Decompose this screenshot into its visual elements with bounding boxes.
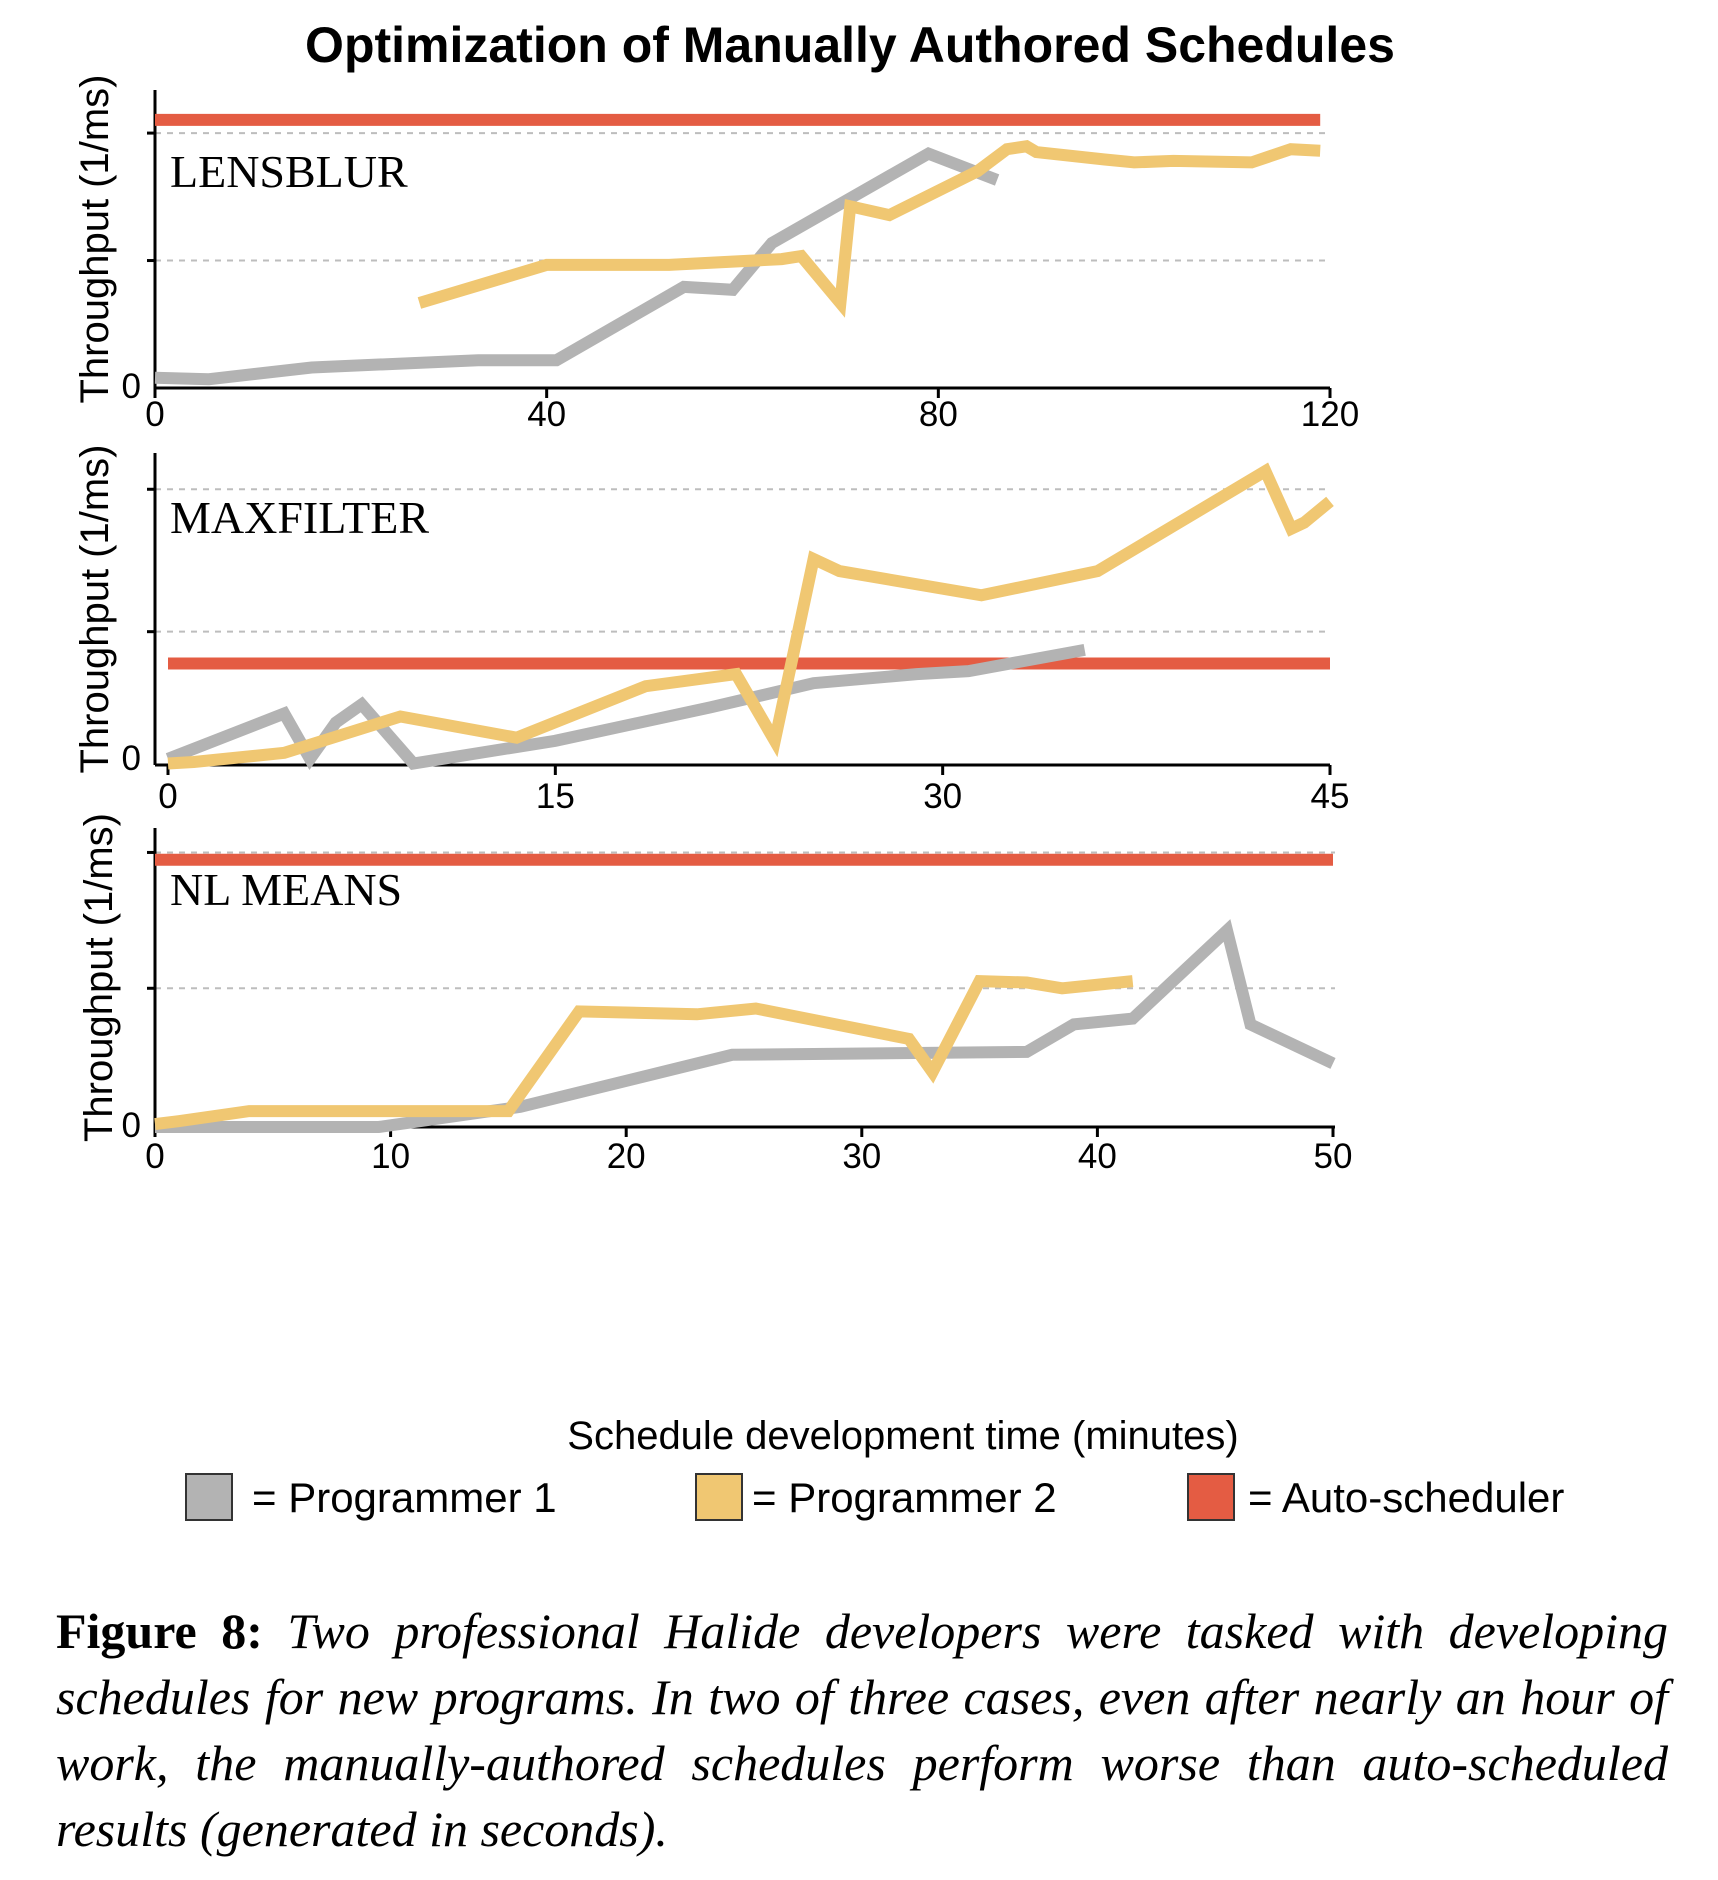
x-tick-label: 45 xyxy=(1311,777,1350,816)
y-axis-label: Throughput (1/ms) xyxy=(73,74,117,403)
x-tick-label: 30 xyxy=(923,777,962,816)
y-tick-label: 0 xyxy=(122,1106,141,1145)
series-line-programmer-1 xyxy=(155,919,1336,1133)
x-tick-label: 50 xyxy=(1314,1137,1353,1176)
figure-caption: Figure 8: Two professional Halide develo… xyxy=(56,1598,1668,1862)
y-axis-label: Throughput (1/ms) xyxy=(77,813,121,1142)
x-tick-label: 20 xyxy=(607,1137,646,1176)
x-tick-label: 0 xyxy=(145,1137,164,1176)
legend-swatch-programmer-2 xyxy=(695,1473,743,1521)
chart-title: Optimization of Manually Authored Schedu… xyxy=(305,17,1395,73)
legend-swatch-programmer-1 xyxy=(185,1473,233,1521)
x-tick-label: 120 xyxy=(1301,395,1359,434)
legend-label-programmer-2: = Programmer 2 xyxy=(752,1474,1057,1521)
y-tick-label: 0 xyxy=(122,367,141,406)
legend-label-auto-scheduler: = Auto-scheduler xyxy=(1248,1474,1564,1521)
panel-label: NL MEANS xyxy=(170,864,402,915)
y-tick-label: 0 xyxy=(122,739,141,778)
legend: = Programmer 1 = Programmer 2 = Auto-sch… xyxy=(185,1473,1564,1521)
figure-chart: Optimization of Manually Authored Schedu… xyxy=(73,17,1564,1521)
panel-label: MAXFILTER xyxy=(170,492,429,543)
x-tick-label: 80 xyxy=(919,395,958,434)
x-tick-label: 0 xyxy=(158,777,177,816)
legend-item-programmer-1: = Programmer 1 xyxy=(185,1473,557,1521)
x-tick-label: 40 xyxy=(527,395,566,434)
legend-item-auto-scheduler: = Auto-scheduler xyxy=(1187,1473,1564,1521)
panel-label: LENSBLUR xyxy=(170,146,408,197)
x-tick-label: 30 xyxy=(842,1137,881,1176)
series-line-programmer-1 xyxy=(154,146,1000,386)
x-axis-label: Schedule development time (minutes) xyxy=(567,1414,1238,1458)
legend-label-programmer-1: = Programmer 1 xyxy=(252,1474,557,1521)
y-axis-label: Throughput (1/ms) xyxy=(73,444,117,773)
series-line-programmer-2 xyxy=(417,140,1321,318)
x-tick-label: 10 xyxy=(371,1137,410,1176)
caption-label: Figure 8: xyxy=(56,1603,263,1659)
series-line-programmer-2 xyxy=(154,974,1134,1131)
x-tick-label: 40 xyxy=(1078,1137,1117,1176)
caption-text: Two professional Halide developers were … xyxy=(56,1603,1669,1857)
legend-swatch-auto-scheduler xyxy=(1187,1473,1235,1521)
x-tick-label: 0 xyxy=(145,395,164,434)
x-tick-label: 15 xyxy=(536,777,575,816)
series-line-programmer-2 xyxy=(167,462,1334,770)
legend-item-programmer-2: = Programmer 2 xyxy=(695,1473,1057,1521)
